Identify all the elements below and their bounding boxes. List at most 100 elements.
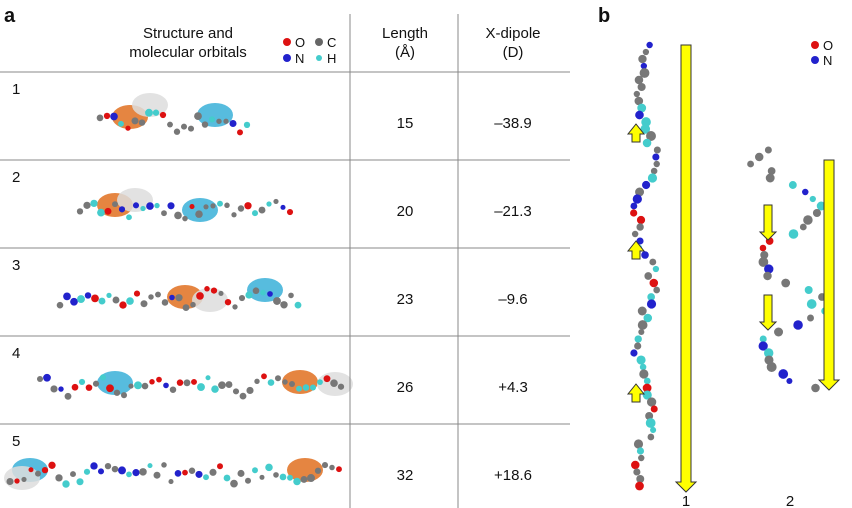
atom: [633, 468, 641, 476]
legend-swatch: [811, 56, 819, 64]
atom: [653, 286, 661, 294]
atom: [112, 201, 118, 208]
atom: [637, 82, 646, 92]
atom: [145, 108, 153, 117]
dipole: +4.3: [498, 379, 528, 396]
atom: [224, 298, 232, 306]
atom: [183, 379, 191, 387]
atom: [104, 207, 112, 215]
atom: [646, 299, 657, 309]
atom: [652, 265, 660, 273]
atom: [786, 377, 793, 385]
atom: [50, 385, 58, 393]
atom: [103, 112, 111, 120]
atom: [649, 278, 659, 288]
atom: [195, 210, 203, 218]
atom: [161, 210, 167, 217]
atom: [237, 469, 245, 477]
dipole-arrow: [626, 383, 646, 403]
atom: [194, 112, 202, 120]
atom: [70, 471, 76, 478]
atom: [188, 467, 196, 474]
atom: [778, 369, 789, 379]
atom: [126, 297, 134, 305]
atom: [237, 205, 245, 212]
atom: [97, 468, 105, 475]
atom: [265, 463, 273, 472]
atom: [36, 375, 44, 383]
atom: [209, 468, 217, 476]
atom: [317, 379, 323, 386]
atom: [76, 478, 84, 486]
atom: [111, 465, 119, 473]
atom: [634, 335, 642, 343]
atom: [232, 388, 240, 395]
length: 26: [397, 379, 414, 396]
atom: [635, 187, 645, 197]
legend-swatch: [315, 38, 323, 46]
atom: [216, 118, 222, 124]
atom: [181, 123, 187, 130]
atom: [43, 373, 51, 382]
legend-swatch: [316, 55, 322, 61]
atom: [196, 292, 204, 300]
atom: [141, 382, 149, 390]
header: Length: [382, 25, 428, 42]
legend-label: C: [327, 35, 336, 50]
atom: [323, 375, 331, 383]
atom: [635, 481, 644, 491]
atom: [638, 54, 647, 64]
orbital: [132, 93, 168, 117]
atom: [182, 304, 190, 311]
atom: [642, 383, 652, 393]
atom: [110, 112, 118, 121]
atom: [119, 301, 127, 309]
legend-label: O: [823, 38, 833, 53]
atom: [802, 188, 809, 196]
atom: [811, 383, 820, 393]
atom: [174, 211, 182, 220]
atom: [237, 129, 243, 136]
orbital: [117, 188, 153, 212]
atom: [128, 383, 134, 389]
atom: [90, 199, 98, 208]
atom: [644, 272, 653, 280]
atom: [754, 152, 764, 162]
atom: [639, 68, 650, 78]
atom: [161, 462, 167, 468]
atom: [631, 460, 640, 470]
dipole-arrow: [817, 159, 841, 391]
atom: [58, 386, 64, 392]
atom: [799, 223, 807, 231]
atom: [176, 379, 184, 386]
atom: [273, 198, 279, 205]
atom: [289, 381, 295, 387]
dipole-arrow: [626, 240, 646, 260]
atom: [261, 373, 267, 380]
atom: [159, 111, 167, 119]
atom: [636, 215, 646, 225]
row-id: 2: [12, 169, 20, 186]
atom: [763, 271, 772, 281]
atom: [630, 209, 638, 217]
atom: [147, 463, 153, 469]
atom: [70, 297, 78, 306]
orbital: [182, 198, 218, 222]
atom: [330, 379, 338, 388]
length: 20: [397, 203, 414, 220]
atom: [650, 167, 658, 175]
atom: [205, 375, 211, 381]
atom: [642, 138, 652, 148]
row-id: 4: [12, 345, 20, 362]
atom: [254, 378, 260, 385]
atom: [273, 472, 279, 478]
atom: [812, 208, 821, 218]
atom: [645, 412, 654, 420]
atom: [260, 289, 266, 296]
atom: [187, 125, 195, 132]
atom: [167, 202, 175, 210]
atom: [337, 383, 345, 390]
atom: [83, 468, 91, 475]
atom: [191, 378, 197, 385]
atom: [767, 167, 776, 175]
